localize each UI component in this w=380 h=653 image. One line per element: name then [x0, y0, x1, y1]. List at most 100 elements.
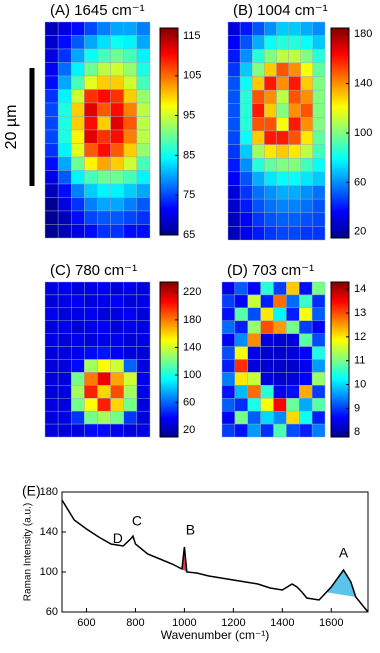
heatmap-cell — [71, 156, 85, 171]
heatmap-cell — [57, 156, 72, 171]
heatmap-cell — [239, 158, 253, 173]
heatmap-cell — [71, 281, 85, 296]
heatmap-cell — [123, 89, 138, 104]
heatmap-cell — [110, 333, 124, 347]
heatmap-cell — [71, 320, 85, 334]
colorbar-tick-label: 12 — [354, 331, 366, 343]
colorbar-tick-label: 20 — [354, 226, 366, 238]
heatmap-cell — [84, 156, 98, 171]
panel-title: (B) 1004 cm⁻¹ — [233, 2, 328, 19]
y-tick-label: 100 — [40, 566, 58, 578]
heatmap-cell — [84, 48, 98, 63]
heatmap-cell — [300, 130, 314, 145]
heatmap-cell — [300, 49, 314, 64]
heatmap-cell — [110, 62, 124, 77]
heatmap-cell — [136, 210, 151, 225]
heatmap-cell — [264, 35, 277, 50]
heatmap-cell — [221, 398, 236, 412]
heatmap-cell — [97, 170, 111, 185]
heatmap-cell — [239, 62, 253, 77]
heatmap-cell — [312, 171, 326, 186]
heatmap-cell — [286, 320, 300, 334]
heatmap-cell — [84, 210, 98, 225]
heatmap-cell — [221, 359, 236, 373]
heatmap-cell — [234, 346, 248, 360]
heatmap-cell — [110, 129, 124, 144]
heatmap-cell — [110, 307, 124, 321]
heatmap-cell — [84, 294, 98, 309]
heatmap-cell — [123, 346, 138, 360]
heatmap-cell — [44, 156, 59, 171]
heatmap-cell — [312, 62, 326, 77]
heatmap-cell — [97, 89, 111, 104]
x-tick-label: 600 — [77, 617, 95, 629]
heatmap-cell — [311, 359, 326, 373]
heatmap-cell — [44, 62, 59, 77]
heatmap-cell — [97, 183, 111, 198]
heatmap-cell — [57, 359, 72, 373]
heatmap-cell — [286, 423, 300, 438]
heatmap-cell — [84, 116, 98, 131]
heatmap-cell — [247, 294, 261, 309]
heatmap-cell — [260, 281, 274, 296]
plot-frame — [61, 491, 369, 613]
heatmap-cell — [299, 333, 313, 347]
heatmap-cell — [71, 183, 85, 198]
heatmap-cell — [44, 307, 59, 321]
heatmap-cell — [312, 35, 326, 50]
heatmap-cell — [276, 35, 289, 50]
heatmap-cell — [288, 171, 301, 186]
heatmap-cell — [71, 294, 85, 309]
heatmap-cell — [57, 423, 72, 438]
heatmap-cell — [71, 116, 85, 131]
heatmap-cell — [288, 35, 301, 50]
heatmap-cell — [234, 410, 248, 425]
heatmap-cell — [84, 398, 98, 412]
heatmap-cell — [136, 359, 151, 373]
heatmap-cell — [299, 320, 313, 334]
peak-label: A — [339, 545, 349, 561]
heatmap-cell — [123, 48, 138, 63]
colorbar-tick-label: 100 — [183, 369, 201, 381]
heatmap-cell — [71, 210, 85, 225]
heatmap-cell — [221, 294, 236, 309]
heatmap-cell — [110, 372, 124, 386]
heatmap-cell — [264, 76, 277, 91]
heatmap-cell — [221, 320, 236, 334]
heatmap-cell — [123, 197, 138, 212]
heatmap-cell — [273, 359, 287, 373]
heatmap-cell — [260, 346, 274, 360]
heatmap-cell — [57, 35, 72, 50]
heatmap-cell — [84, 333, 98, 347]
heatmap-cell — [234, 385, 248, 399]
heatmap-cell — [299, 423, 313, 438]
heatmap-cell — [264, 103, 277, 118]
heatmap-cell — [136, 224, 151, 239]
heatmap-cell — [57, 307, 72, 321]
heatmap-cell — [71, 197, 85, 212]
heatmap-cell — [227, 171, 241, 186]
heatmap-cell — [97, 423, 111, 438]
heatmap-cell — [71, 333, 85, 347]
heatmap-cell — [260, 423, 274, 438]
panel-title: (A) 1645 cm⁻¹ — [50, 2, 145, 19]
heatmap-cell — [84, 170, 98, 185]
heatmap-cell — [221, 346, 236, 360]
heatmap-cell — [84, 35, 98, 50]
heatmap-cell — [44, 385, 59, 399]
colorbar-tick-label: 8 — [354, 426, 360, 438]
heatmap-cell — [57, 143, 72, 158]
peak-area — [326, 570, 356, 597]
heatmap-cell — [312, 49, 326, 64]
heatmap-cell — [227, 21, 241, 36]
heatmap-cell — [71, 143, 85, 158]
heatmap-cell — [110, 385, 124, 399]
heatmap-cell — [276, 198, 289, 213]
heatmap-cell — [239, 103, 253, 118]
colorbar-tick-label: 220 — [183, 286, 201, 298]
heatmap-cell — [123, 116, 138, 131]
heatmap-cell — [239, 76, 253, 91]
heatmap-cell — [312, 158, 326, 173]
heatmap-cell — [44, 170, 59, 185]
heatmap-cell — [312, 130, 326, 145]
